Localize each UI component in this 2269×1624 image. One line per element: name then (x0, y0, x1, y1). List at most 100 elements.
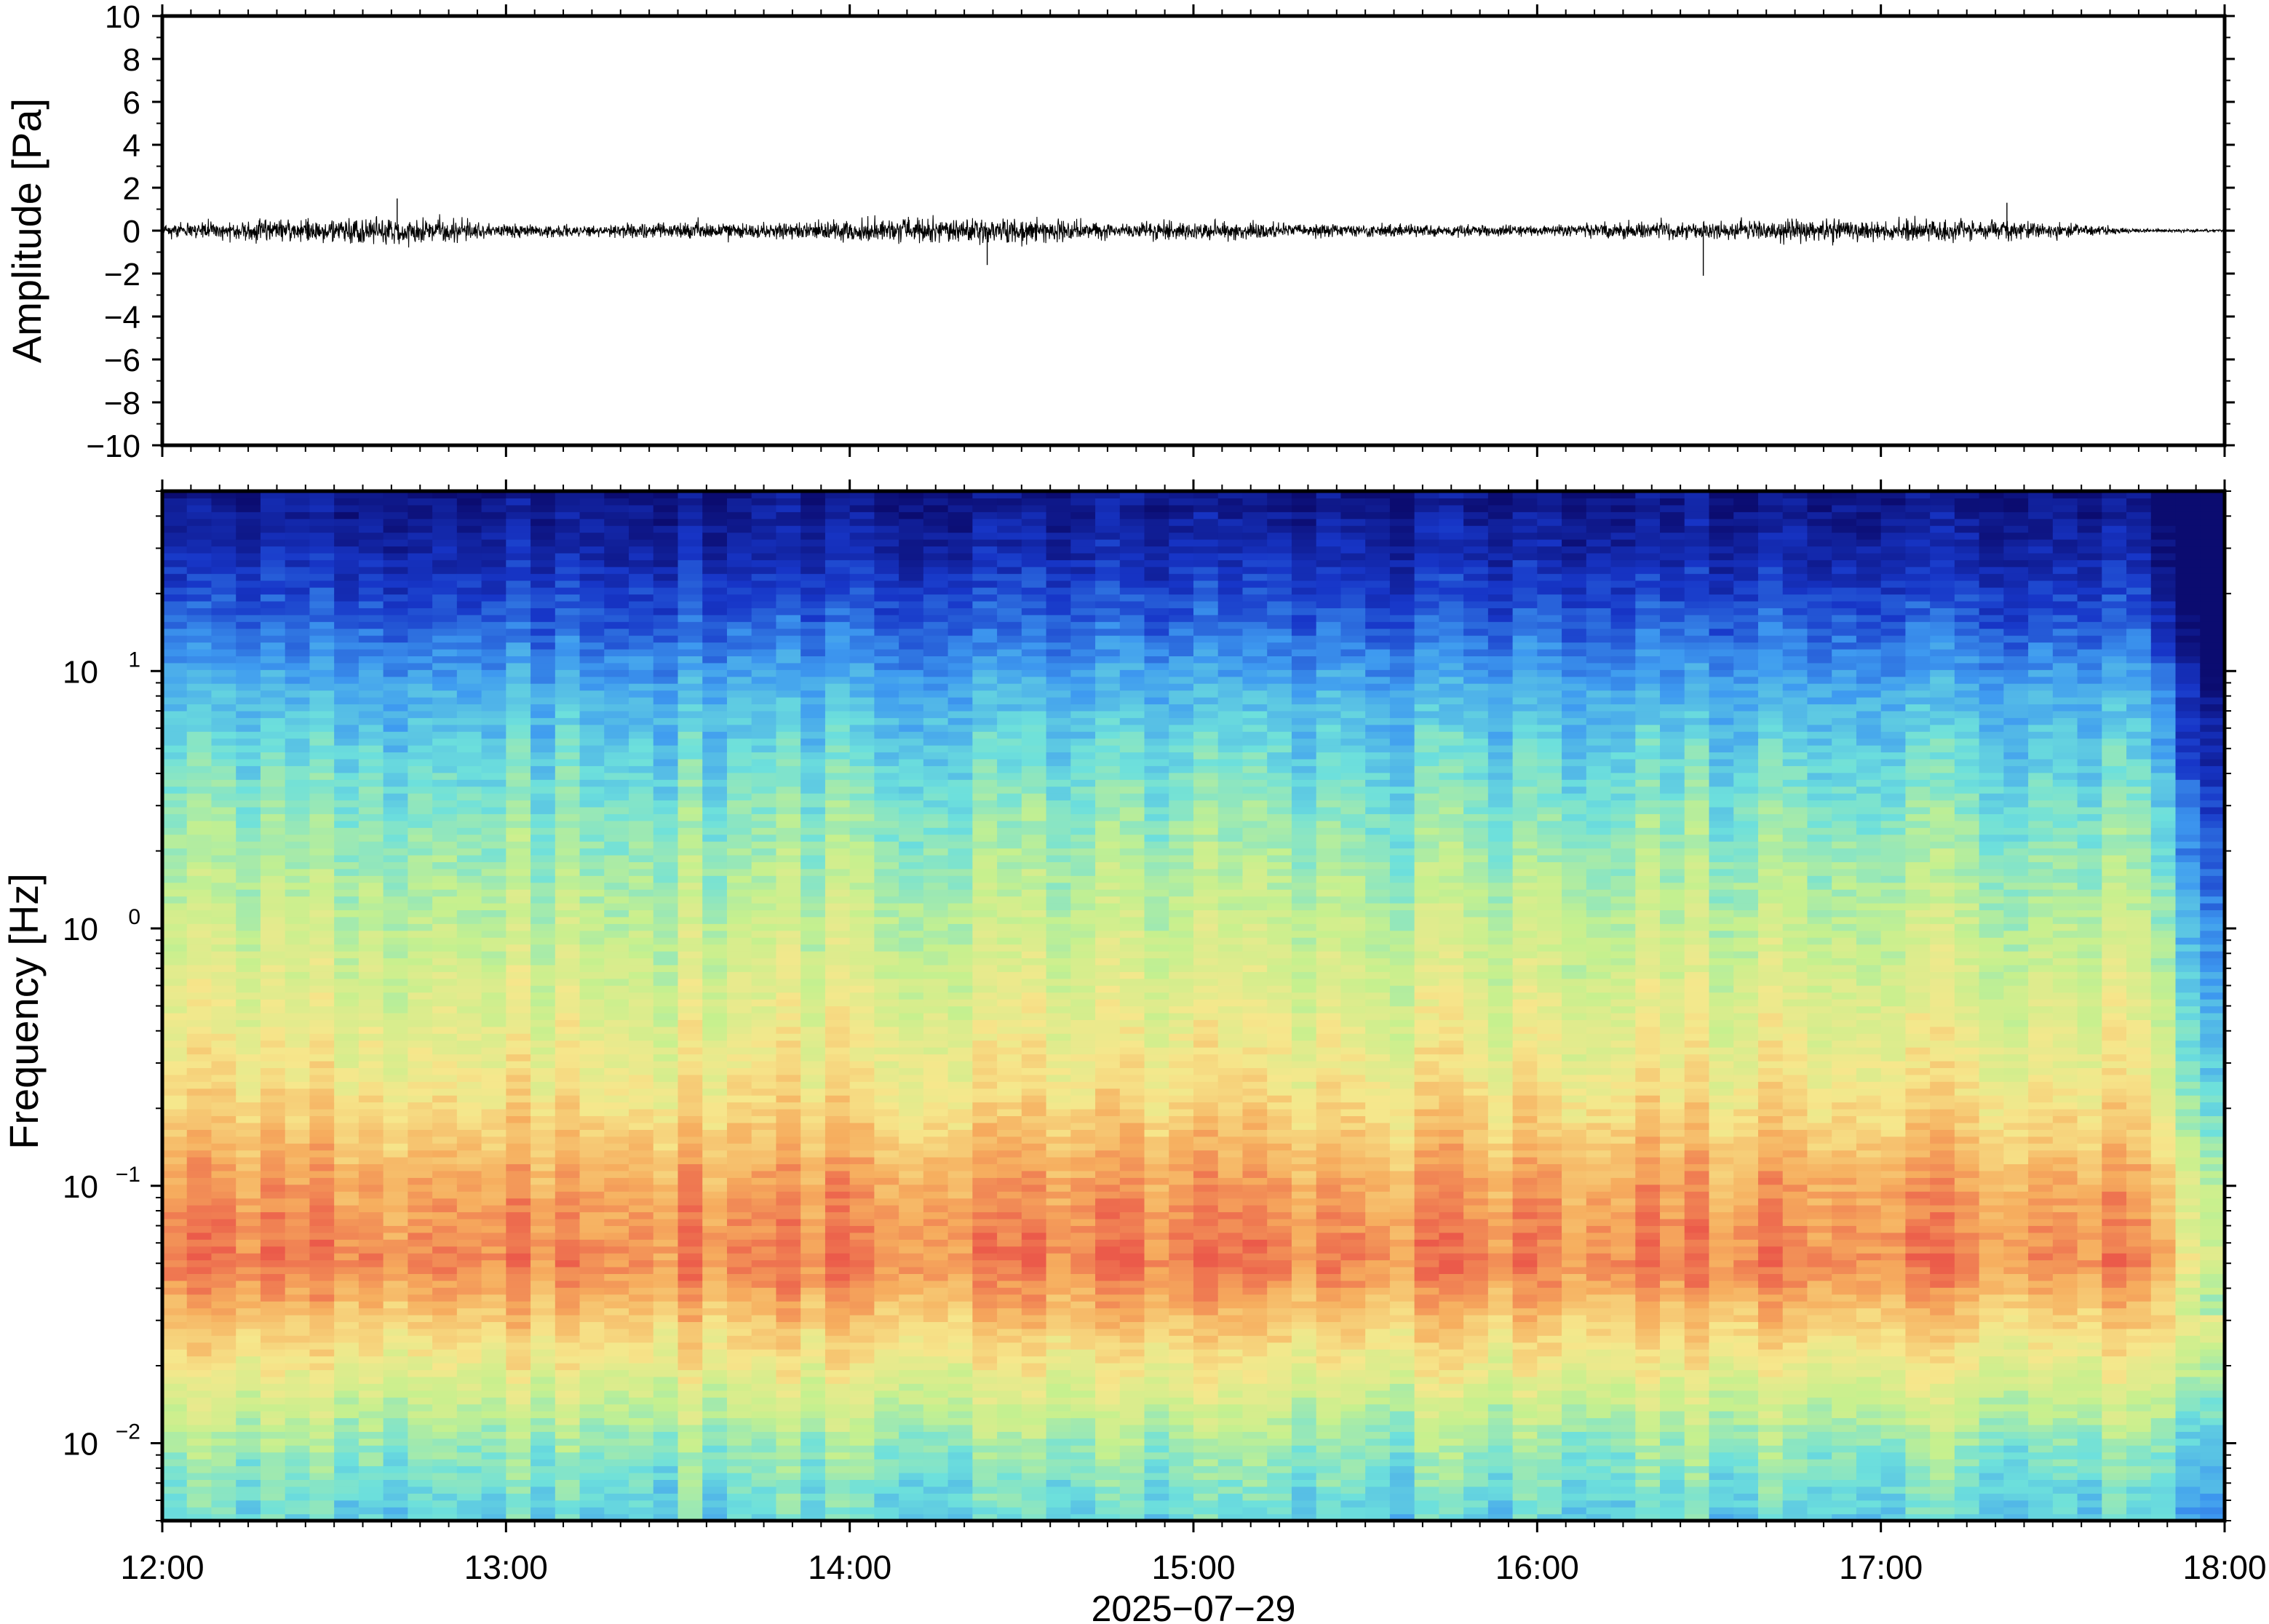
spectrogram-cell (726, 1259, 752, 1267)
spectrogram-cell (751, 697, 777, 705)
spectrogram-cell (186, 1342, 212, 1350)
spectrogram-cell (334, 1411, 359, 1419)
spectrogram-cell (285, 1143, 311, 1151)
spectrogram-cell (726, 1321, 752, 1329)
spectrogram-cell (211, 971, 237, 979)
spectrogram-cell (629, 1301, 654, 1309)
spectrogram-cell (236, 889, 261, 897)
spectrogram-cell (874, 806, 899, 814)
spectrogram-cell (531, 656, 556, 664)
spectrogram-cell (236, 1383, 261, 1391)
spectrogram-cell (432, 800, 458, 808)
spectrogram-cell (726, 662, 752, 670)
spectrogram-cell (604, 710, 629, 718)
spectrogram-cell (702, 600, 728, 608)
spectrogram-cell (579, 1411, 605, 1419)
spectrogram-cell (531, 1047, 556, 1055)
spectrogram-cell (751, 1287, 777, 1295)
spectrogram-cell (555, 1239, 581, 1247)
spectrogram-cell (358, 724, 384, 732)
spectrogram-cell (726, 882, 752, 890)
spectrogram-cell (899, 1493, 924, 1501)
spectrogram-cell (824, 1232, 851, 1240)
spectrogram-cell (408, 882, 433, 890)
spectrogram-cell (899, 1129, 924, 1137)
spectrogram-cell (899, 772, 924, 780)
spectrogram-cell (677, 896, 703, 904)
spectrogram-cell (849, 1513, 875, 1521)
spectrogram-cell (236, 903, 261, 911)
spectrogram-cell (334, 1006, 359, 1014)
spectrogram-cell (653, 1376, 679, 1384)
spectrogram-cell (702, 772, 728, 780)
spectrogram-cell (629, 1431, 654, 1439)
spectrogram-cell (432, 566, 458, 574)
spectrogram-cell (751, 635, 777, 643)
spectrogram-cell (923, 1349, 949, 1357)
spectrogram-cell (162, 642, 188, 650)
spectrogram-cell (531, 964, 556, 972)
spectrogram-cell (211, 1081, 237, 1089)
spectrogram-cell (677, 1232, 703, 1240)
spectrogram-cell (899, 985, 924, 993)
spectrogram-cell (383, 642, 408, 650)
spectrogram-cell (629, 813, 654, 821)
spectrogram-cell (186, 1088, 212, 1096)
spectrogram-cell (481, 951, 506, 959)
spectrogram-cell (456, 1349, 482, 1357)
spectrogram-cell (653, 1143, 679, 1151)
spectrogram-cell (481, 1067, 506, 1075)
spectrogram-cell (776, 848, 801, 856)
spectrogram-cell (874, 1239, 899, 1247)
spectrogram-cell (236, 1232, 261, 1240)
spectrogram-cell (629, 594, 654, 602)
spectrogram-cell (726, 1479, 752, 1487)
spectrogram-cell (383, 635, 408, 643)
spectrogram-cell (702, 704, 728, 712)
spectrogram-cell (531, 861, 556, 869)
spectrogram-cell (456, 951, 482, 959)
spectrogram-cell (677, 594, 703, 602)
spectrogram-cell (236, 944, 261, 952)
spectrogram-cell (776, 882, 801, 890)
spectrogram-cell (432, 1404, 458, 1412)
spectrogram-cell (579, 875, 605, 883)
spectrogram-cell (162, 999, 188, 1007)
spectrogram-cell (923, 1019, 949, 1027)
spectrogram-cell (555, 1019, 581, 1027)
spectrogram-cell (677, 1363, 703, 1371)
spectrogram-cell (899, 758, 924, 766)
spectrogram-cell (506, 573, 531, 581)
spectrogram-cell (604, 1424, 629, 1432)
spectrogram-cell (899, 1191, 924, 1199)
spectrogram-cell (677, 1335, 703, 1343)
spectrogram-cell (260, 628, 286, 636)
spectrogram-cell (358, 752, 384, 760)
spectrogram-cell (629, 1513, 654, 1521)
spectrogram-cell (456, 1472, 482, 1480)
spectrogram-cell (260, 1280, 286, 1288)
spectrogram-cell (309, 1012, 335, 1020)
spectrogram-cell (800, 745, 826, 753)
spectrogram-cell (923, 1513, 949, 1521)
spectrogram-cell (579, 552, 605, 560)
spectrogram-cell (186, 1033, 212, 1041)
spectrogram-cell (358, 854, 384, 862)
spectrogram-cell (849, 1067, 875, 1075)
spectrogram-cell (408, 1479, 433, 1487)
spectrogram-cell (629, 697, 654, 705)
spectrogram-cell (211, 1424, 237, 1432)
spectrogram-cell (186, 1294, 212, 1302)
spectrogram-cell (629, 745, 654, 753)
spectrogram-cell (923, 648, 949, 656)
spectrogram-cell (309, 1253, 335, 1261)
spectrogram-cell (555, 573, 581, 581)
spectrogram-cell (162, 820, 188, 828)
spectrogram-cell (260, 841, 286, 849)
spectrogram-cell (776, 1479, 801, 1487)
spectrogram-cell (531, 978, 556, 986)
spectrogram-cell (211, 546, 237, 554)
spectrogram-cell (236, 1315, 261, 1323)
spectrogram-cell (186, 800, 212, 808)
spectrogram-cell (432, 896, 458, 904)
